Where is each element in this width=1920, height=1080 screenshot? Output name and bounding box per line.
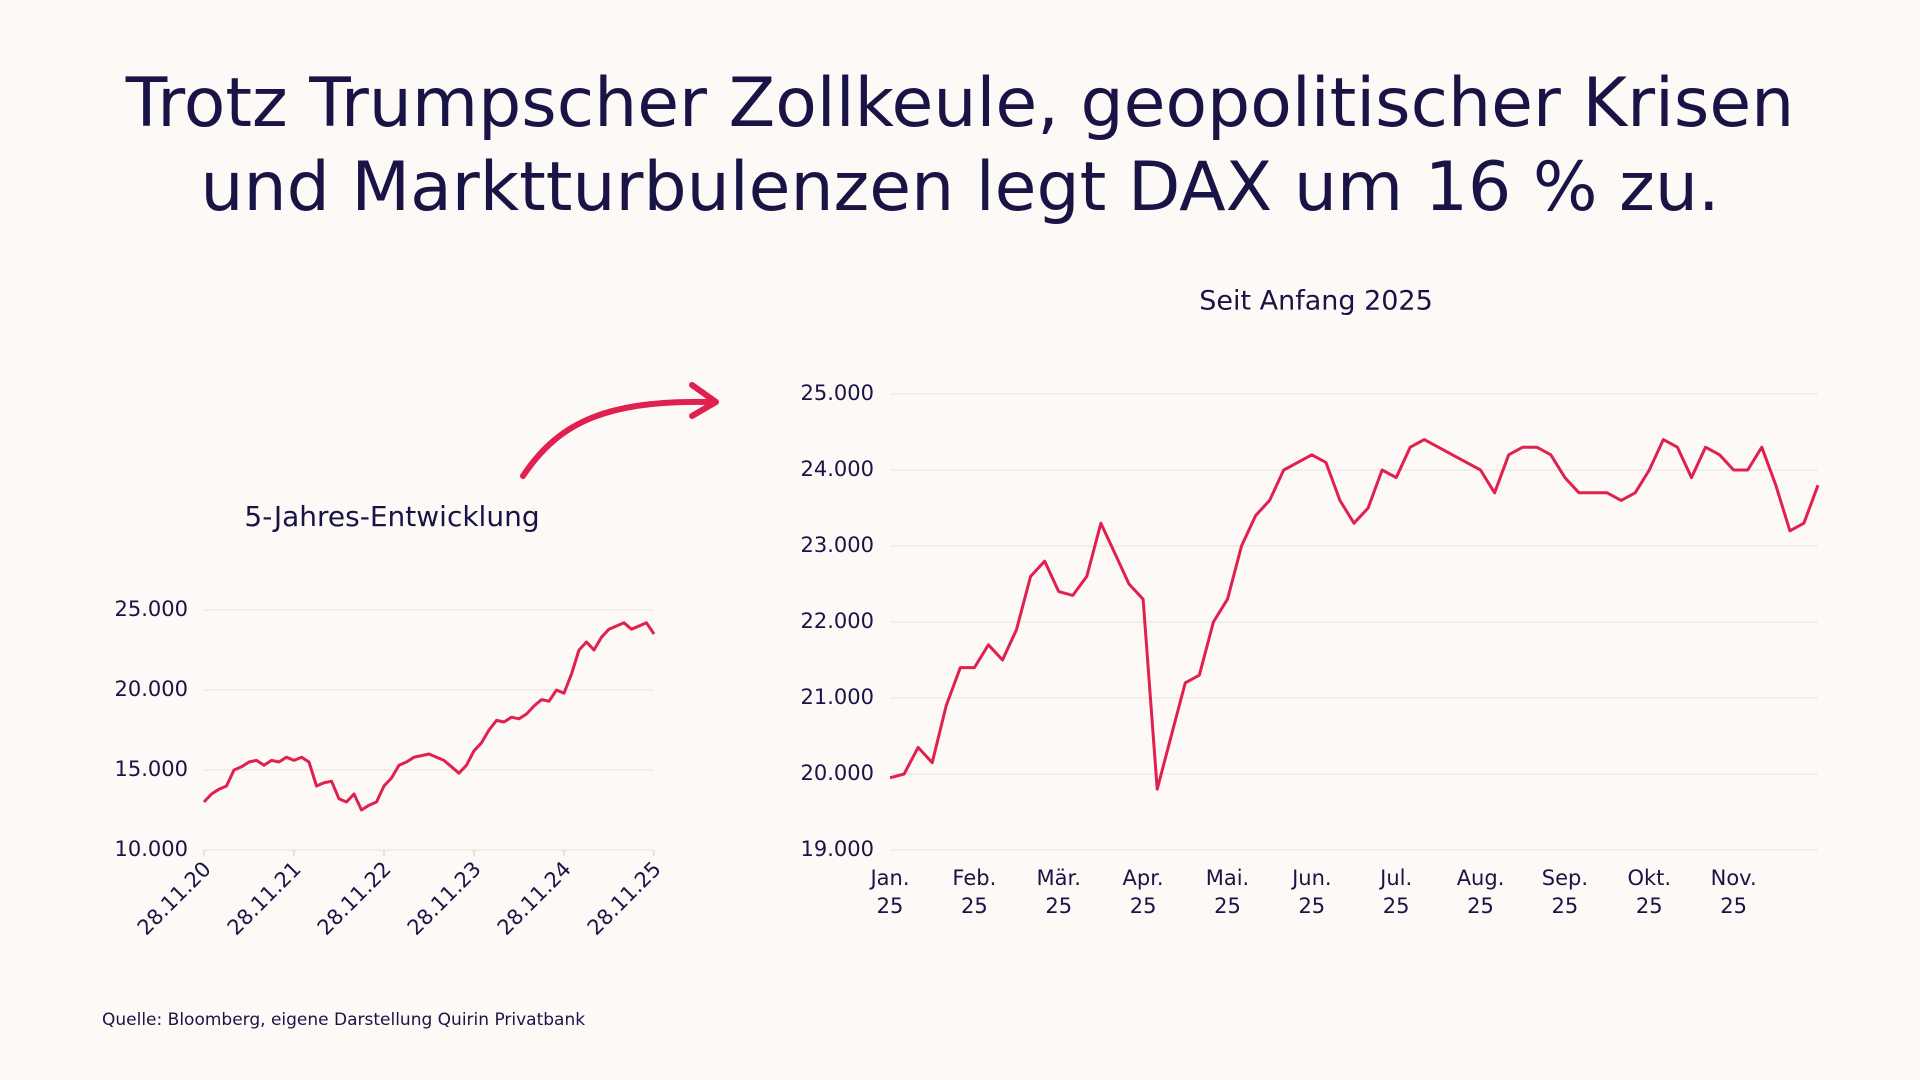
chart-title: Seit Anfang 2025: [1199, 286, 1433, 317]
y-tick-label: 24.000: [801, 457, 874, 481]
x-tick-label: 28.11.22: [313, 857, 396, 940]
data-line: [202, 621, 656, 812]
x-tick-label: Mai. 25: [1205, 866, 1250, 918]
y-tick-label: 19.000: [801, 837, 874, 861]
x-tick-label: 28.11.24: [493, 857, 576, 940]
y-tick-label: 20.000: [801, 761, 874, 785]
y-tick-label: 21.000: [801, 685, 874, 709]
y-tick-label: 23.000: [801, 533, 874, 557]
x-tick-label: Okt. 25: [1627, 866, 1672, 918]
page-title: Trotz Trumpscher Zollkeule, geopolitisch…: [125, 64, 1795, 227]
x-tick-label: Nov. 25: [1710, 866, 1757, 918]
x-tick-label: 28.11.21: [223, 857, 306, 940]
x-tick-label: Sep. 25: [1541, 866, 1589, 918]
chart-title: 5-Jahres-Entwicklung: [244, 500, 539, 533]
x-tick-label: Feb. 25: [952, 866, 997, 918]
source-note: Quelle: Bloomberg, eigene Darstellung Qu…: [102, 1010, 586, 1030]
y-tick-label: 15.000: [115, 757, 188, 781]
arrow: [520, 398, 715, 479]
x-tick-label: 28.11.23: [403, 857, 486, 940]
x-tick-label: Jan. 25: [870, 866, 910, 918]
y-tick-label: 22.000: [801, 609, 874, 633]
y-tick-label: 25.000: [115, 597, 188, 621]
y-tick-label: 25.000: [801, 381, 874, 405]
x-tick-label: Aug. 25: [1456, 866, 1505, 918]
x-tick-label: 28.11.25: [583, 857, 666, 940]
x-tick-label: Mär. 25: [1036, 866, 1081, 918]
x-tick-label: 28.11.20: [133, 857, 216, 940]
y-tick-label: 20.000: [115, 677, 188, 701]
x-tick-label: Jul. 25: [1380, 866, 1413, 918]
arrow-head: [689, 382, 719, 419]
data-line: [889, 438, 1820, 791]
x-tick-label: Apr. 25: [1122, 866, 1164, 918]
y-tick-label: 10.000: [115, 837, 188, 861]
x-tick-label: Jun. 25: [1292, 866, 1332, 918]
